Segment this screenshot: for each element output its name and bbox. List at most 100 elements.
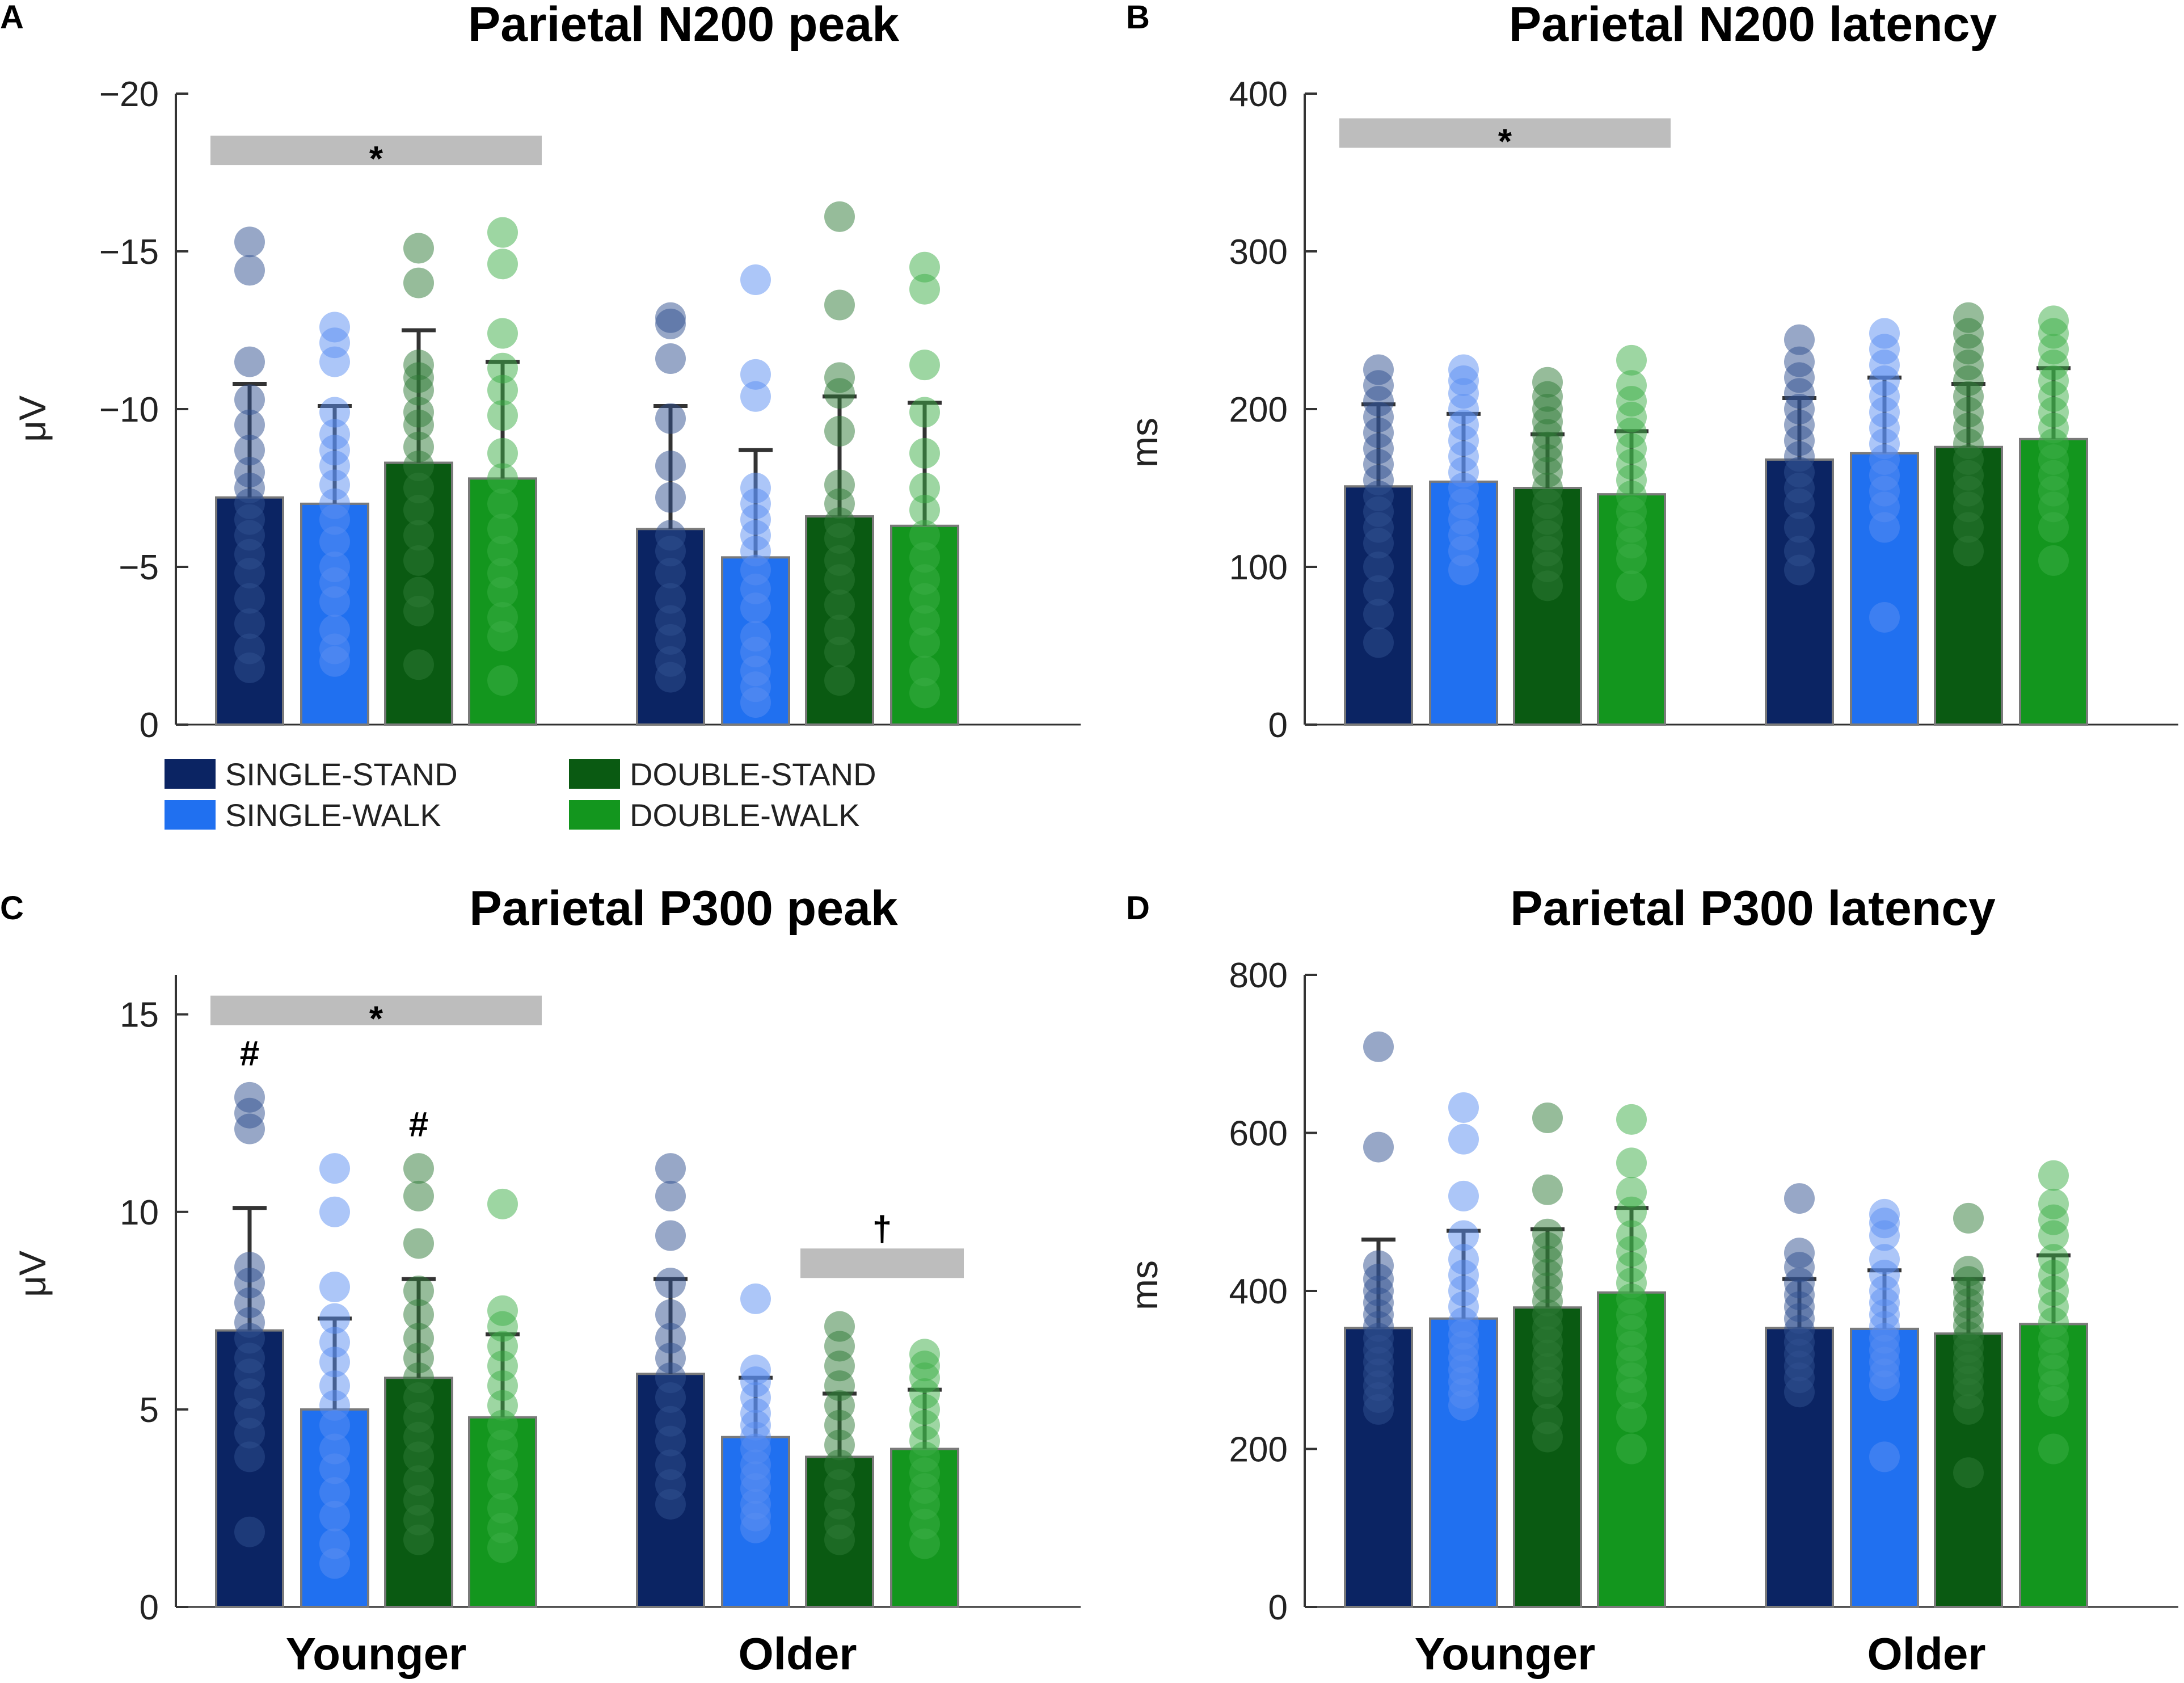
panel-letter: B xyxy=(1126,0,1150,36)
data-point xyxy=(1784,1183,1815,1214)
data-point xyxy=(1448,554,1479,586)
data-point xyxy=(319,397,350,428)
data-point xyxy=(655,343,686,375)
y-tick-label: 400 xyxy=(1229,75,1288,114)
data-point xyxy=(909,542,940,573)
data-point xyxy=(1448,1390,1479,1421)
bar-younger-single-walk xyxy=(1429,1317,1498,1609)
legend-swatch-single-walk xyxy=(165,800,216,830)
data-point xyxy=(403,1228,434,1259)
data-point xyxy=(1448,1180,1479,1211)
data-point xyxy=(234,346,265,377)
significance-bar xyxy=(210,995,542,1025)
data-point xyxy=(234,1113,265,1145)
data-point xyxy=(403,595,434,626)
data-point xyxy=(1784,488,1815,519)
data-point xyxy=(740,381,771,412)
data-point xyxy=(1532,1103,1563,1134)
data-point xyxy=(1616,1378,1647,1409)
panel-letter: D xyxy=(1126,890,1150,927)
data-point xyxy=(1869,1220,1900,1251)
significance-bar xyxy=(210,136,542,166)
data-point xyxy=(319,526,350,557)
data-point xyxy=(1616,544,1647,575)
panel-title: Parietal N200 peak xyxy=(468,0,899,52)
y-tick-label: −10 xyxy=(99,390,159,430)
data-point xyxy=(909,605,940,636)
data-point xyxy=(487,536,518,567)
data-point xyxy=(319,1477,350,1508)
data-point xyxy=(824,1524,855,1555)
data-point xyxy=(1784,554,1815,586)
data-point xyxy=(1616,1196,1647,1227)
y-tick-label: 100 xyxy=(1229,548,1288,587)
legend-label-single-walk: SINGLE-WALK xyxy=(225,797,441,833)
data-point xyxy=(824,289,855,321)
data-point xyxy=(824,564,855,595)
data-point xyxy=(1869,512,1900,543)
data-point xyxy=(487,437,518,469)
data-point xyxy=(319,1548,350,1579)
y-axis: 0 5 10 15 xyxy=(120,975,1081,1627)
data-point xyxy=(824,615,855,646)
data-point xyxy=(824,589,855,620)
data-point xyxy=(319,1153,350,1184)
legend-swatch-double-stand xyxy=(569,759,620,789)
data-point xyxy=(655,1488,686,1520)
y-axis: 0 200 400 600 800 xyxy=(1229,956,2178,1627)
data-point xyxy=(487,1188,518,1219)
y-axis-label: ms xyxy=(1123,1260,1165,1310)
data-point xyxy=(655,482,686,513)
legend-swatch-double-walk xyxy=(569,800,620,830)
data-point xyxy=(234,1417,265,1449)
annotations: * xyxy=(1339,118,1671,162)
panel-title: Parietal P300 latency xyxy=(1510,881,1996,936)
data-point xyxy=(403,520,434,551)
data-point xyxy=(319,586,350,617)
data-point xyxy=(655,1153,686,1184)
data-point xyxy=(1953,1457,1984,1488)
data-point xyxy=(824,665,855,696)
y-axis-label: μV xyxy=(11,395,53,442)
bars xyxy=(215,201,959,726)
data-point xyxy=(2038,1386,2069,1417)
data-point xyxy=(403,649,434,680)
data-point xyxy=(909,251,940,283)
data-point xyxy=(487,665,518,696)
data-point xyxy=(740,1512,771,1543)
data-point xyxy=(655,624,686,655)
x-group-label-older: Older xyxy=(739,1629,857,1679)
data-point xyxy=(1363,552,1394,582)
y-axis-label: ms xyxy=(1123,418,1165,468)
data-point xyxy=(1953,1202,1984,1234)
data-point xyxy=(824,637,855,668)
data-point xyxy=(487,488,518,519)
data-point xyxy=(487,352,518,384)
data-point xyxy=(909,520,940,551)
data-point xyxy=(487,217,518,248)
panel-c: C Parietal P300 peak μV 0 5 10 15 * † # # Younge… xyxy=(0,881,1081,1679)
data-point xyxy=(487,400,518,431)
data-point xyxy=(824,201,855,232)
data-point xyxy=(487,514,518,545)
bars xyxy=(1344,1031,2088,1609)
panel-letter: A xyxy=(0,0,24,36)
legend-label-double-walk: DOUBLE-WALK xyxy=(630,797,860,833)
data-point xyxy=(234,652,265,683)
x-group-label-younger: Younger xyxy=(286,1629,467,1679)
legend-label-single-stand: SINGLE-STAND xyxy=(225,756,458,792)
y-tick-label: 5 xyxy=(140,1391,159,1430)
data-point xyxy=(487,375,518,406)
y-tick-label: 300 xyxy=(1229,233,1288,272)
data-point xyxy=(1363,627,1394,658)
data-point xyxy=(403,473,434,503)
data-point xyxy=(234,226,265,258)
data-point xyxy=(403,1276,434,1306)
data-point xyxy=(487,463,518,494)
y-tick-label: 10 xyxy=(120,1193,159,1232)
data-point xyxy=(234,608,265,639)
data-point xyxy=(319,1347,350,1378)
data-point xyxy=(1363,1394,1394,1425)
data-point xyxy=(1784,1377,1815,1408)
